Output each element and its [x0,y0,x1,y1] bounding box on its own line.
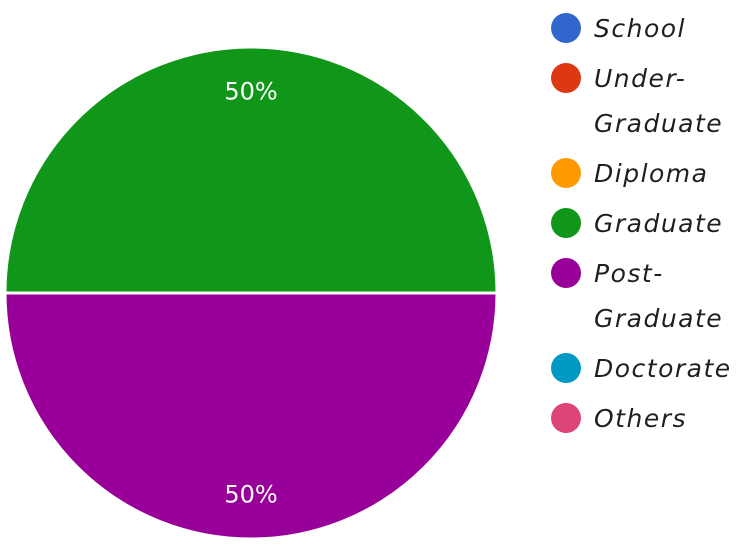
legend-item-under-graduate[interactable]: Under- Graduate [551,63,723,138]
legend-item-post-graduate[interactable]: Post- Graduate [551,258,723,333]
legend-item-school[interactable]: School [551,13,686,43]
legend-label: Under- [594,64,686,93]
legend-label: Graduate [594,304,723,333]
legend: SchoolUnder-GraduateDiplomaGraduatePost-… [551,13,732,433]
legend-label: Diploma [594,159,708,188]
legend-item-doctorate[interactable]: Doctorate [551,353,732,383]
legend-swatch [551,158,581,188]
legend-swatch [551,258,581,288]
legend-label: Graduate [594,209,723,238]
legend-label: Graduate [594,109,723,138]
slice-label-graduate: 50% [224,77,277,105]
legend-label: Others [594,404,687,433]
legend-item-others[interactable]: Others [551,403,687,433]
legend-label: Doctorate [594,354,732,383]
legend-label: School [594,14,686,43]
slice-label-post-graduate: 50% [224,481,277,509]
legend-swatch [551,63,581,93]
legend-label: Post- [594,259,664,288]
legend-swatch [551,208,581,238]
legend-item-graduate[interactable]: Graduate [551,208,723,238]
legend-swatch [551,403,581,433]
legend-swatch [551,353,581,383]
pie-slices [5,47,497,539]
legend-item-diploma[interactable]: Diploma [551,158,708,188]
legend-swatch [551,13,581,43]
